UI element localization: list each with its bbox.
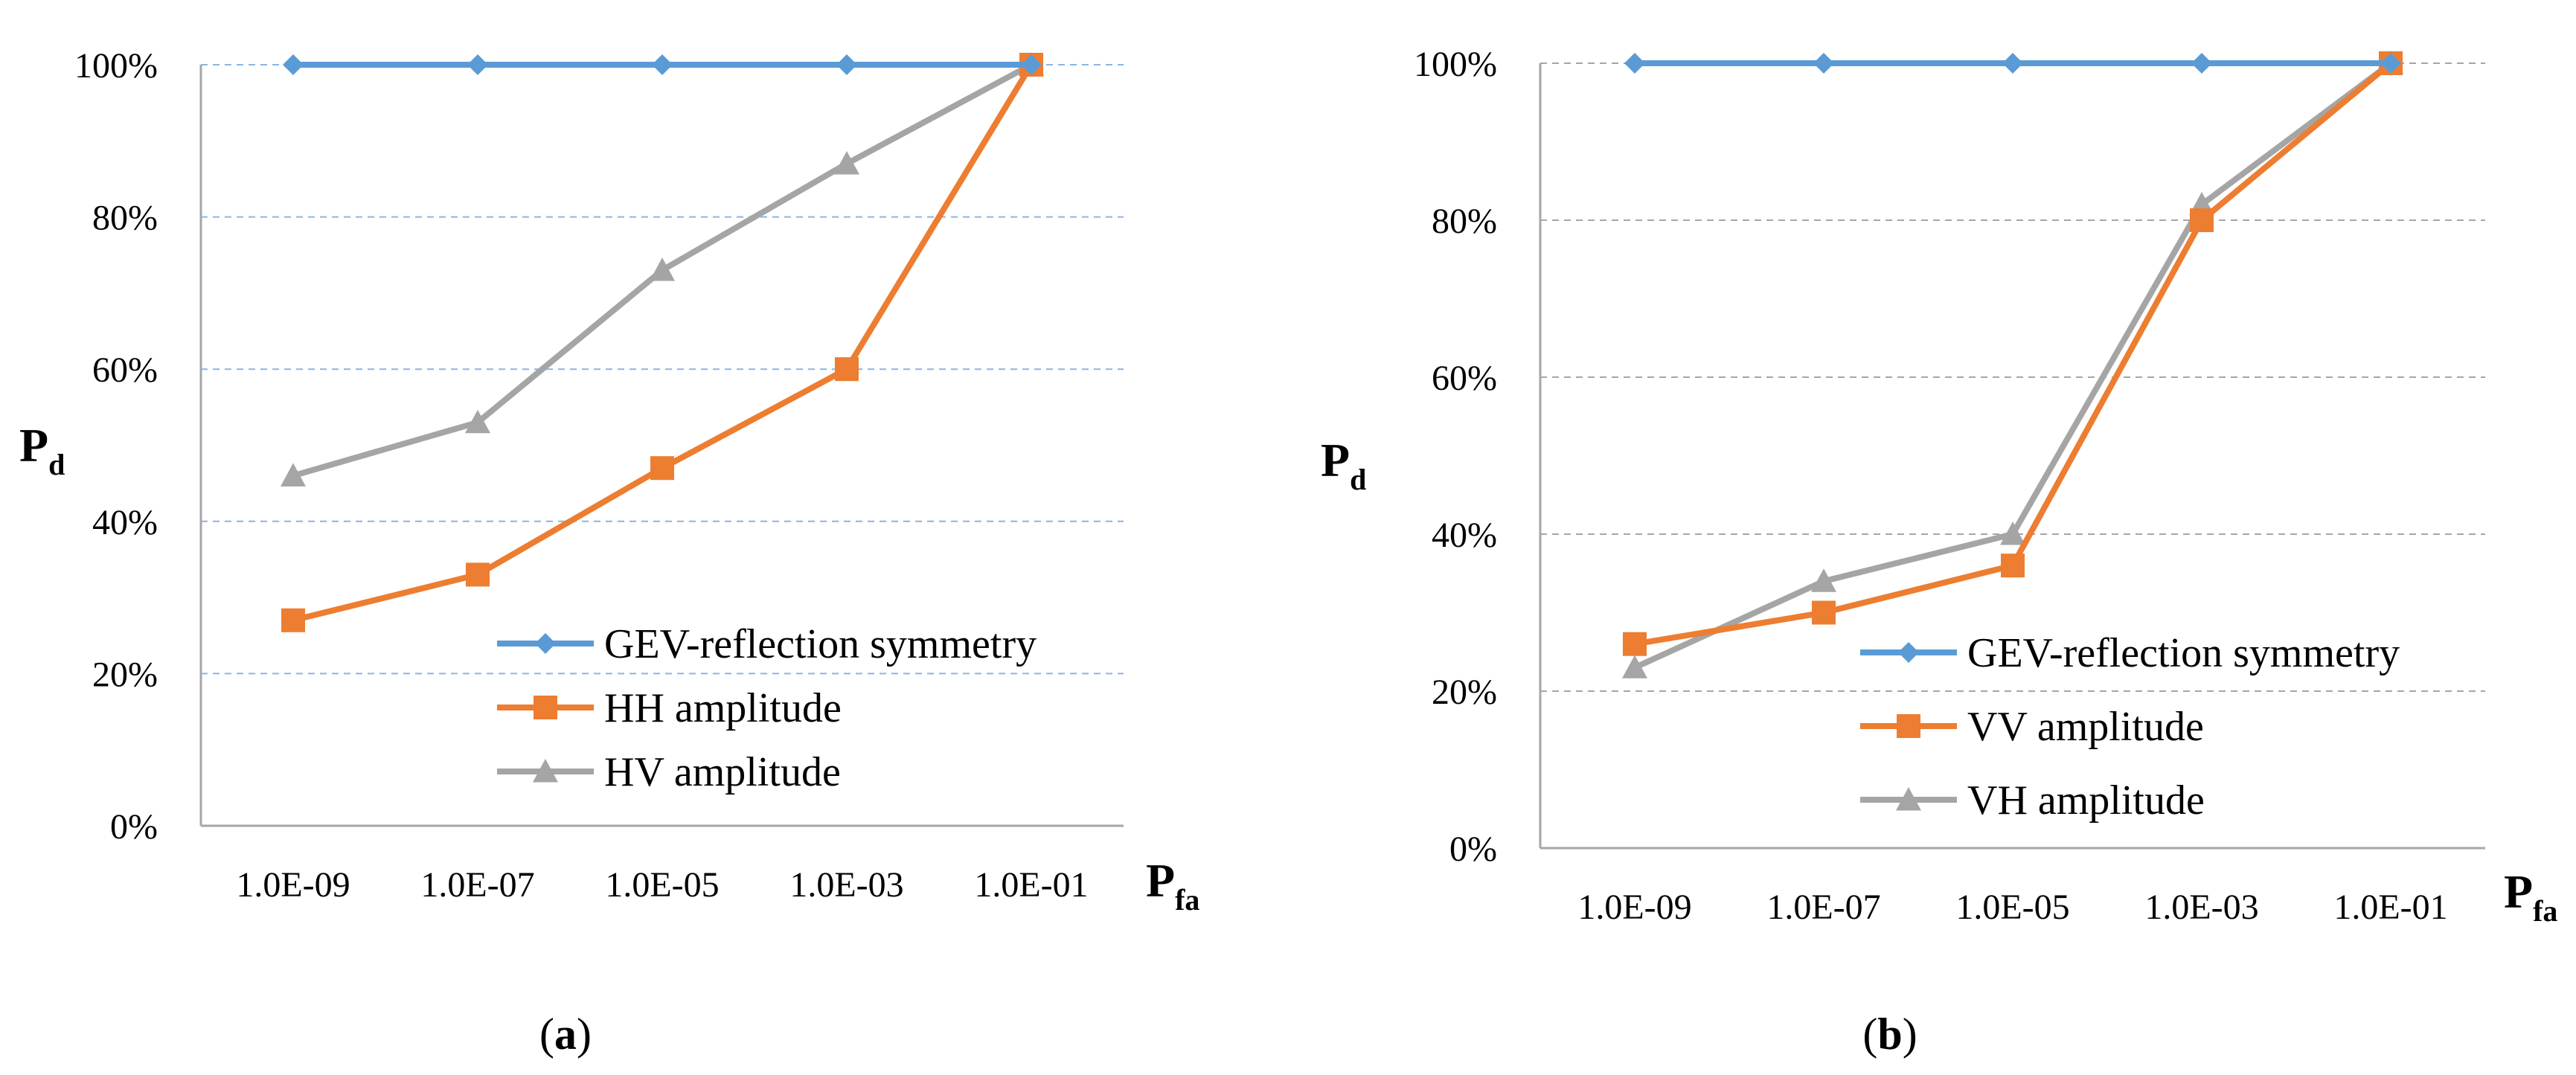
x-axis-label-main: P (1146, 854, 1175, 907)
x-tick-label: 1.0E-05 (605, 865, 719, 905)
panel-label-close: ) (1903, 1010, 1917, 1059)
y-tick-label: 40% (1432, 516, 1497, 555)
x-tick-label: 1.0E-09 (1577, 888, 1691, 927)
y-tick-label: 100% (1414, 45, 1497, 84)
y-tick-label: 80% (1432, 202, 1497, 241)
data-point (2001, 553, 2025, 578)
x-axis-label: Pfa (2504, 865, 2557, 928)
data-point (650, 456, 674, 481)
data-point (834, 150, 859, 175)
data-point (1811, 568, 1836, 592)
data-point (465, 409, 490, 434)
chart-panel-b: 0% 20% 40% 60% 80% 100% 1.0E-09 1.0E-07 1.0E-05 1… (1321, 45, 2557, 1059)
x-tick-label: 1.0E-07 (420, 865, 534, 905)
legend-entry-label: HV amplitude (604, 749, 841, 795)
x-axis-label-sub: fa (1175, 883, 1199, 917)
data-point (2190, 208, 2214, 232)
data-point (2191, 53, 2212, 74)
data-point (1813, 53, 1834, 74)
y-tick-label: 100% (74, 46, 158, 86)
panel-label-close: ) (577, 1010, 592, 1059)
y-tick-label: 80% (92, 199, 158, 238)
legend-entry-label: VH amplitude (1967, 777, 2205, 824)
panel-label: (a) (539, 1010, 592, 1059)
data-point (1812, 600, 1836, 625)
legend-entry-label: HH amplitude (604, 685, 842, 731)
data-point (2000, 522, 2025, 545)
data-point (281, 608, 305, 632)
legend: GEV-reflection symmetry HH amplitude HV am… (497, 621, 1037, 795)
legend-marker (535, 633, 556, 654)
panel-label-open: ( (1862, 1010, 1877, 1059)
data-point (2002, 53, 2023, 74)
y-tick-label: 20% (1432, 673, 1497, 712)
data-point (836, 54, 857, 75)
y-axis-label: Pd (1321, 434, 1366, 496)
panel-label-open: ( (539, 1010, 554, 1059)
legend-marker (533, 759, 558, 783)
panel-label: (b) (1862, 1010, 1917, 1059)
legend-marker (1896, 787, 1921, 811)
legend-entry-label: GEV-reflection symmetry (604, 621, 1037, 667)
data-point (1021, 54, 1042, 75)
x-tick-label: 1.0E-01 (974, 865, 1088, 905)
y-axis-label-sub: d (1350, 463, 1366, 496)
legend-entry-label: VV amplitude (1967, 704, 2204, 750)
data-point (650, 257, 675, 281)
panel-label-letter: b (1877, 1010, 1902, 1059)
x-tick-label: 1.0E-07 (1766, 888, 1880, 927)
x-axis-label-main: P (2504, 865, 2533, 918)
y-tick-label: 60% (1432, 359, 1497, 398)
x-axis-label: Pfa (1146, 854, 1199, 917)
y-tick-label: 0% (1449, 829, 1497, 869)
data-point (1624, 53, 1645, 74)
y-tick-label: 20% (92, 655, 158, 694)
series-line (292, 62, 1034, 623)
y-tick-label: 40% (92, 503, 158, 542)
x-tick-label: 1.0E-05 (1955, 888, 2069, 927)
data-point (2380, 53, 2401, 74)
y-tick-label: 0% (110, 807, 158, 847)
data-point (1623, 632, 1647, 656)
legend-marker (534, 696, 557, 719)
y-axis-label-main: P (19, 419, 48, 472)
legend-entry-label: GEV-reflection symmetry (1967, 630, 2400, 676)
legend: GEV-reflection symmetry VV amplitude VH am… (1860, 630, 2400, 824)
panel-label-letter: a (554, 1010, 577, 1059)
x-tick-label: 1.0E-01 (2333, 888, 2447, 927)
y-axis-label: Pd (19, 419, 65, 481)
x-tick-label: 1.0E-03 (2144, 888, 2258, 927)
x-axis-label-sub: fa (2533, 894, 2557, 928)
legend-marker (1897, 714, 1920, 738)
data-point (283, 54, 304, 75)
data-point (835, 357, 859, 382)
y-axis-label-sub: d (48, 448, 65, 481)
data-point (466, 562, 490, 587)
x-tick-label: 1.0E-03 (789, 865, 903, 905)
chart-panel-a: 0% 20% 40% 60% 80% 100% 1.0E-09 1.0E-07 1.0E-05 1… (19, 46, 1199, 1059)
data-point (467, 54, 488, 75)
x-tick-label: 1.0E-09 (236, 865, 350, 905)
data-point (652, 54, 673, 75)
legend-marker (1898, 642, 1919, 663)
y-tick-label: 60% (92, 350, 158, 390)
data-point (281, 463, 306, 487)
data-point (1622, 655, 1647, 678)
y-axis-label-main: P (1321, 434, 1350, 487)
